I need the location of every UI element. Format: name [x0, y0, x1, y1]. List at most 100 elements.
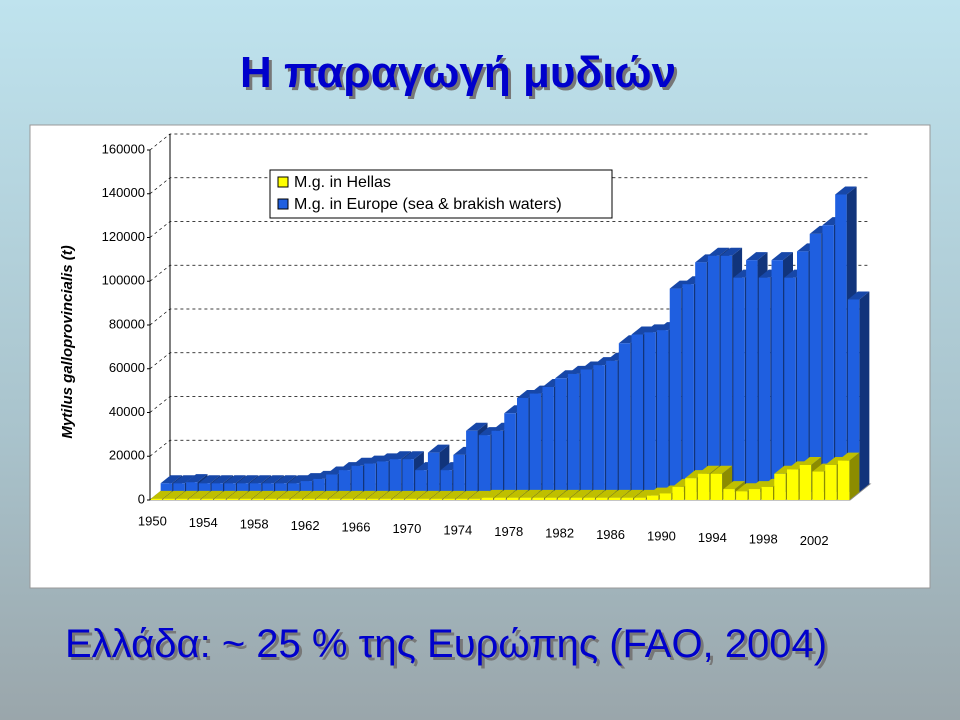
- bar-top: [736, 483, 758, 492]
- bar-top: [328, 490, 351, 499]
- bar: [367, 498, 379, 500]
- bar: [672, 486, 684, 500]
- bar: [163, 498, 175, 500]
- bar: [647, 495, 659, 500]
- bar: [224, 483, 236, 492]
- bar: [427, 452, 440, 492]
- bar: [736, 491, 748, 500]
- bar-side: [365, 490, 376, 500]
- x-tick-label: 1982: [545, 525, 574, 540]
- bar-top: [771, 252, 793, 261]
- bar-top: [710, 465, 733, 474]
- y-tick-label: 20000: [109, 448, 145, 463]
- bar: [504, 413, 516, 492]
- bar-top: [402, 451, 424, 460]
- bar-top: [481, 489, 503, 498]
- bar: [542, 387, 554, 492]
- bar-top: [227, 490, 249, 499]
- bar-top: [201, 490, 223, 499]
- bar-side: [174, 490, 185, 500]
- bar: [275, 483, 287, 492]
- bar: [303, 498, 315, 500]
- bar-top: [211, 475, 233, 484]
- bar-top: [351, 457, 373, 466]
- bar-top: [392, 490, 414, 499]
- bar: [300, 481, 313, 492]
- slide-title: Η παραγωγή μυδιών: [240, 48, 677, 97]
- y-tick-label: 160000: [102, 141, 145, 156]
- bar: [822, 225, 834, 492]
- legend-swatch: [277, 198, 289, 210]
- bar: [354, 498, 366, 500]
- bar: [825, 465, 837, 500]
- bar: [685, 478, 697, 500]
- bar: [847, 299, 860, 492]
- bar-side: [276, 490, 287, 500]
- bar-top: [443, 490, 465, 499]
- bar: [507, 497, 519, 500]
- bar: [545, 497, 557, 500]
- bar: [456, 498, 468, 500]
- bar: [364, 463, 376, 492]
- bar: [787, 469, 799, 500]
- bar: [733, 277, 745, 492]
- bar: [491, 430, 503, 492]
- bar-side: [353, 490, 363, 500]
- bar: [532, 497, 544, 500]
- bar-top: [583, 489, 605, 498]
- bar: [837, 460, 850, 500]
- bar: [252, 498, 264, 500]
- caption: Ελλάδα: ~ 25 % της Ευρώπης (FAO, 2004): [65, 622, 828, 666]
- bar: [517, 397, 529, 492]
- bar-top: [252, 490, 274, 499]
- bar: [593, 365, 605, 492]
- bar: [797, 251, 809, 492]
- bar-side: [200, 490, 211, 500]
- bar: [341, 498, 353, 500]
- bar: [249, 483, 262, 492]
- bar-top: [341, 490, 363, 499]
- legend-swatch: [277, 176, 289, 188]
- grid-line: [149, 308, 870, 326]
- x-tick-label: 1962: [291, 518, 320, 533]
- bar-top: [707, 247, 730, 256]
- x-tick-label: 1974: [443, 522, 472, 537]
- bar-top: [621, 489, 643, 498]
- bar: [453, 454, 465, 492]
- bar-top: [265, 490, 287, 499]
- bar-top: [214, 490, 236, 499]
- bar: [338, 470, 351, 492]
- bar: [239, 498, 252, 500]
- bar-side: [251, 490, 262, 500]
- bar: [720, 255, 733, 492]
- bar-top: [468, 490, 491, 499]
- bar-top: [748, 481, 771, 490]
- bar-top: [545, 489, 567, 498]
- bar: [799, 465, 812, 500]
- bar-top: [456, 490, 478, 499]
- x-tick-label: 1994: [698, 530, 727, 545]
- bar: [758, 277, 771, 492]
- bar: [392, 498, 404, 500]
- bar: [328, 498, 341, 500]
- bar: [761, 486, 773, 500]
- bar-side: [162, 490, 173, 500]
- bar: [265, 498, 277, 500]
- bar: [812, 471, 824, 500]
- bar-top: [150, 490, 173, 499]
- bar-side: [442, 490, 453, 500]
- bar-top: [287, 475, 310, 484]
- bar-side: [213, 490, 223, 500]
- bar-top: [237, 475, 259, 484]
- grid-line: [149, 177, 870, 195]
- bar-top: [720, 247, 743, 256]
- bar-side: [340, 490, 351, 500]
- bar: [150, 498, 163, 500]
- bar-top: [835, 186, 857, 195]
- y-tick-label: 140000: [102, 185, 145, 200]
- bar-top: [316, 490, 338, 499]
- bar: [198, 483, 211, 492]
- grid-line: [149, 221, 870, 238]
- bar-side: [263, 490, 274, 500]
- bar-side: [187, 490, 198, 500]
